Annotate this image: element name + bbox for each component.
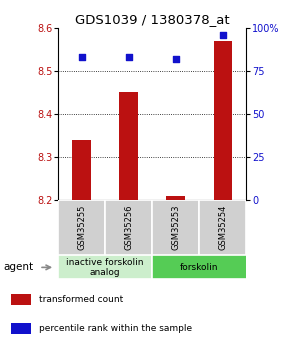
Title: GDS1039 / 1380378_at: GDS1039 / 1380378_at	[75, 13, 230, 27]
Bar	[152, 255, 246, 279]
Text: agent: agent	[3, 263, 33, 272]
Bar	[58, 255, 152, 279]
Point	[173, 56, 178, 61]
Point	[79, 54, 84, 60]
Text: GSM35254: GSM35254	[218, 205, 227, 250]
Point	[221, 32, 225, 37]
Text: GSM35255: GSM35255	[77, 205, 86, 250]
Bar	[58, 200, 105, 255]
Text: GSM35256: GSM35256	[124, 205, 133, 250]
Bar	[152, 200, 200, 255]
Bar	[11, 323, 31, 334]
Text: forskolin: forskolin	[180, 263, 219, 272]
Bar	[72, 140, 91, 200]
Bar	[11, 294, 31, 305]
Bar	[166, 196, 185, 200]
Bar	[199, 200, 246, 255]
Text: percentile rank within the sample: percentile rank within the sample	[39, 324, 192, 333]
Text: inactive forskolin
analog: inactive forskolin analog	[66, 258, 144, 277]
Point	[126, 54, 131, 60]
Bar	[213, 40, 232, 200]
Bar	[119, 92, 138, 200]
Bar	[105, 200, 152, 255]
Text: transformed count: transformed count	[39, 295, 124, 304]
Text: GSM35253: GSM35253	[171, 205, 180, 250]
